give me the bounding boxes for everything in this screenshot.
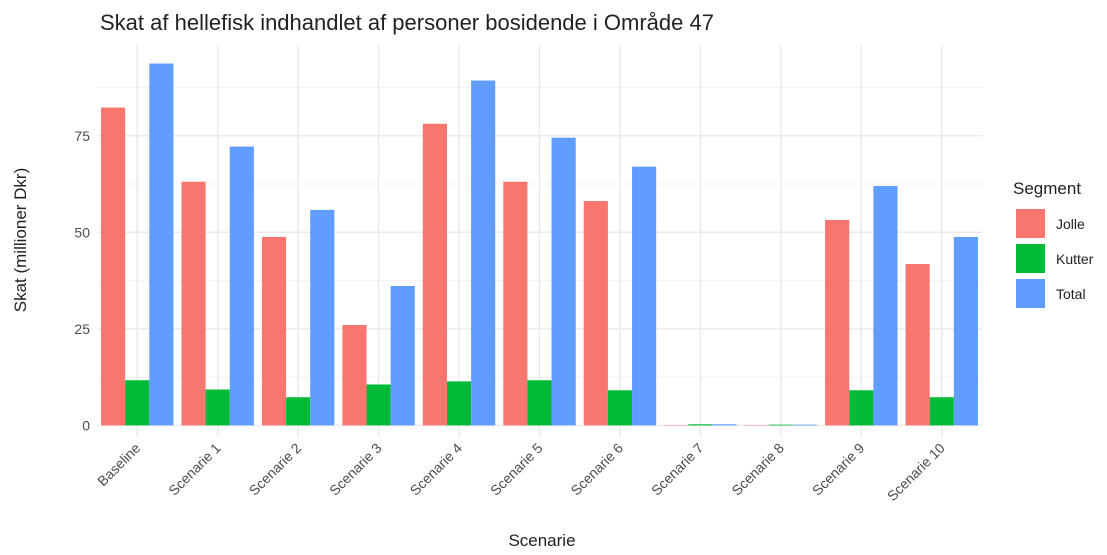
x-tick-label: Scenarie 1 xyxy=(165,440,224,499)
bar xyxy=(527,380,552,426)
legend-label: Kutter xyxy=(1056,251,1094,267)
x-tick-label: Scenarie 6 xyxy=(567,440,626,499)
bar xyxy=(688,424,713,426)
x-axis-title: Scenarie xyxy=(508,531,575,550)
bar xyxy=(366,384,391,426)
bar xyxy=(205,389,230,426)
bar xyxy=(712,424,737,426)
bar xyxy=(101,107,126,426)
y-tick-label: 75 xyxy=(74,128,90,144)
bar xyxy=(905,263,930,426)
bar xyxy=(446,381,472,426)
bar xyxy=(310,209,335,426)
x-tick-label: Scenarie 4 xyxy=(407,440,466,499)
x-tick-label: Baseline xyxy=(94,440,143,489)
x-tick-label: Scenarie 2 xyxy=(246,440,305,499)
bar xyxy=(792,424,818,426)
bar xyxy=(953,236,978,426)
bar xyxy=(390,285,415,426)
bar xyxy=(551,137,576,426)
x-tick-label: Scenarie 7 xyxy=(648,440,707,499)
x-tick-label: Scenarie 9 xyxy=(809,440,868,499)
legend-key xyxy=(1016,244,1045,273)
x-tick-label: Scenarie 8 xyxy=(728,440,787,499)
bar xyxy=(607,390,633,426)
x-tick-label: Scenarie 3 xyxy=(326,440,385,499)
bar xyxy=(503,181,528,426)
bar xyxy=(342,325,367,426)
bar xyxy=(125,380,150,426)
bar xyxy=(873,185,898,426)
bar xyxy=(422,123,447,426)
bar xyxy=(149,63,174,426)
bar xyxy=(261,236,287,426)
bar xyxy=(849,390,874,426)
bar xyxy=(632,166,657,426)
legend-key xyxy=(1016,279,1045,308)
bar xyxy=(583,201,608,426)
bar xyxy=(471,80,496,426)
bar xyxy=(929,397,954,426)
legend-title: Segment xyxy=(1013,179,1081,198)
y-axis-title: Skat (millioner Dkr) xyxy=(11,168,30,313)
bar xyxy=(229,146,254,426)
y-tick-label: 25 xyxy=(74,321,90,337)
legend-label: Jolle xyxy=(1056,216,1085,232)
bar xyxy=(825,219,850,426)
bar xyxy=(181,181,206,426)
x-tick-label: Scenarie 5 xyxy=(487,440,546,499)
legend-label: Total xyxy=(1056,286,1086,302)
y-tick-label: 50 xyxy=(74,224,90,240)
legend-key xyxy=(1016,209,1045,238)
chart-title: Skat af hellefisk indhandlet af personer… xyxy=(100,10,714,35)
x-tick-label: Scenarie 10 xyxy=(884,440,948,504)
bar xyxy=(768,424,793,426)
y-tick-label: 0 xyxy=(82,417,90,433)
bar xyxy=(286,397,311,426)
